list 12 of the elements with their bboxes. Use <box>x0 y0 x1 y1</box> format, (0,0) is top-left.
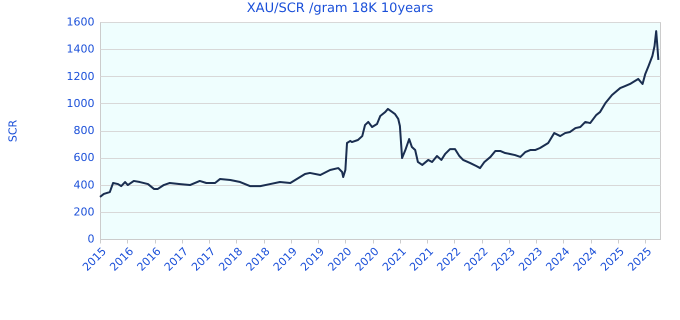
chart-title: XAU/SCR /gram 18K 10years <box>246 1 434 16</box>
y-tick-label: 200 <box>74 205 94 218</box>
y-tick-label: 600 <box>74 151 94 164</box>
y-tick-label: 1400 <box>66 42 94 56</box>
y-tick-label: 0 <box>88 232 94 246</box>
y-tick-label: 1000 <box>66 96 94 110</box>
y-tick-label: 1200 <box>66 70 94 83</box>
y-tick-label: 400 <box>74 178 94 192</box>
line-series <box>99 30 660 198</box>
y-tick-label: 800 <box>74 124 94 137</box>
y-tick-label: 1600 <box>66 16 94 28</box>
y-axis-title: SCR <box>6 119 20 142</box>
